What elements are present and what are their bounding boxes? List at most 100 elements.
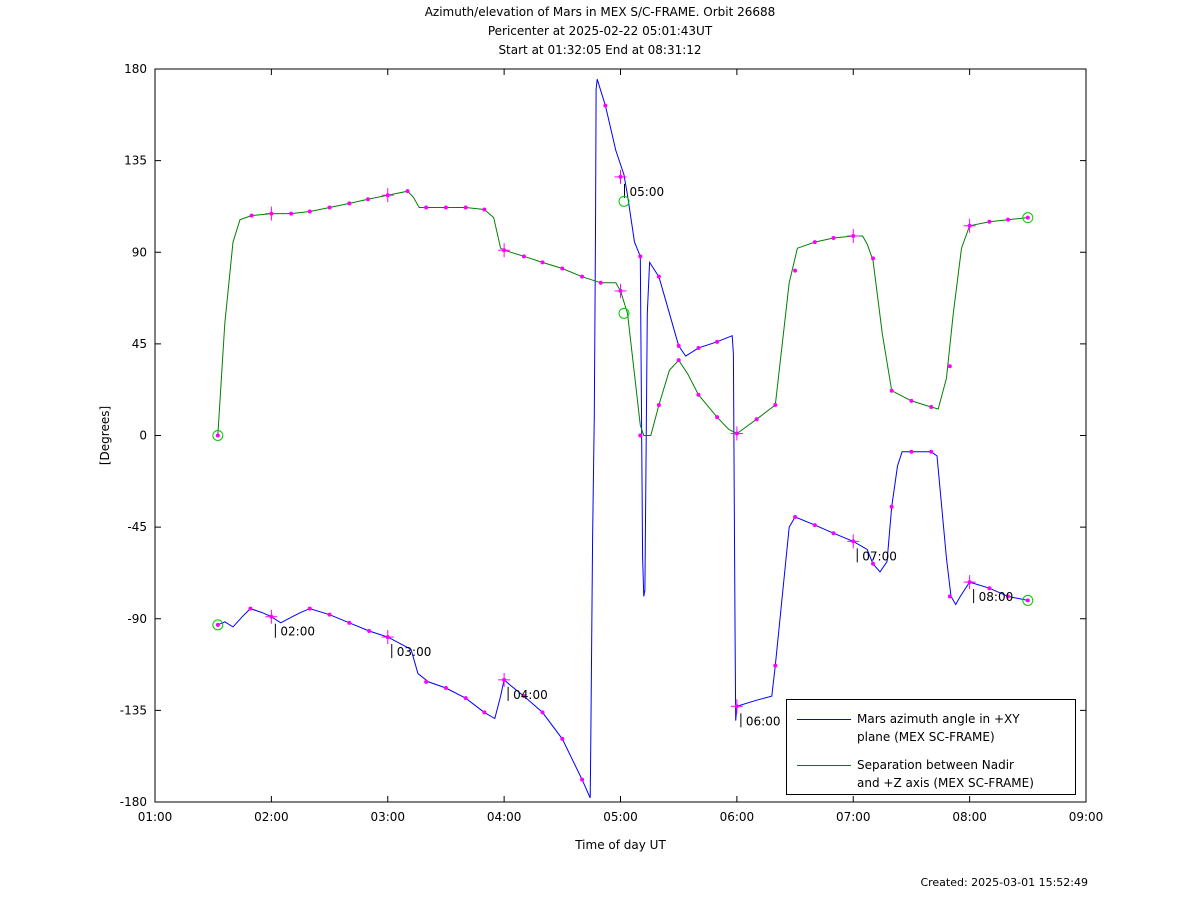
data-point: [215, 433, 220, 438]
marker-layer: [212, 103, 1034, 782]
data-point: [598, 280, 603, 285]
data-point: [327, 205, 332, 210]
data-point: [248, 606, 253, 611]
data-point: [909, 398, 914, 403]
y-tick-label: -180: [120, 795, 147, 809]
data-point: [327, 612, 332, 617]
y-tick-label: -45: [127, 520, 147, 534]
data-point: [443, 685, 448, 690]
y-tick-label: 45: [132, 337, 147, 351]
data-point: [773, 663, 778, 668]
pericenter-marker: [618, 307, 630, 319]
x-tick-label: 04:00: [487, 810, 522, 824]
hour-label: 02:00: [280, 625, 315, 639]
created-timestamp: Created: 2025-03-01 15:52:49: [920, 876, 1088, 889]
legend-swatch-separation: [797, 765, 851, 766]
y-tick-label: -135: [120, 703, 147, 717]
data-point: [540, 260, 545, 265]
x-tick-label: 01:00: [138, 810, 173, 824]
series-line-azimuth: [217, 79, 1028, 799]
series-layer: [217, 79, 1028, 799]
hour-label: 03:00: [397, 645, 432, 659]
data-point: [715, 339, 720, 344]
annotation-layer: 02:00 03:00 04:00 05:00 06:00 07:00 08:00: [265, 169, 1013, 728]
data-point: [656, 274, 661, 279]
data-point: [307, 606, 312, 611]
x-tick-label: 08:00: [952, 810, 987, 824]
data-point: [871, 256, 876, 261]
legend-label-azimuth-line1: Mars azimuth angle in +XY: [857, 712, 1020, 726]
data-point: [715, 415, 720, 420]
data-point: [307, 209, 312, 214]
data-point: [831, 235, 836, 240]
data-point: [676, 343, 681, 348]
endpoint-marker: [1022, 594, 1034, 606]
y-tick-label: 135: [124, 154, 147, 168]
data-point: [793, 514, 798, 519]
data-point: [987, 219, 992, 224]
data-point: [1025, 215, 1030, 220]
data-point: [947, 364, 952, 369]
data-point: [812, 523, 817, 528]
data-point: [367, 628, 372, 633]
chart-title-line3: Start at 01:32:05 End at 08:31:12: [498, 43, 702, 57]
data-point: [947, 594, 952, 599]
legend-label-separation-line2: and +Z axis (MEX SC-FRAME): [857, 776, 1034, 790]
x-axis-label: Time of day UT: [574, 838, 666, 852]
legend-item-azimuth: Mars azimuth angle in +XY plane (MEX SC-…: [787, 702, 1077, 746]
y-tick-label: 0: [139, 429, 147, 443]
axis-ticks: 01:00 02:00 03:00 04:00 05:00 06:00 07:00 08:00…: [120, 62, 1104, 824]
data-point: [889, 388, 894, 393]
series-line-separation: [217, 190, 1028, 436]
data-point: [580, 274, 585, 279]
data-point: [987, 586, 992, 591]
chart-title-line1: Azimuth/elevation of Mars in MEX S/C-FRA…: [424, 5, 776, 19]
legend-label-separation-line1: Separation between Nadir: [857, 758, 1014, 772]
endpoint-marker: [212, 430, 224, 441]
data-point: [521, 694, 526, 699]
data-point: [696, 392, 701, 397]
data-point: [443, 205, 448, 210]
data-point: [482, 710, 487, 715]
legend-swatch-azimuth: [797, 719, 851, 720]
pericenter-marker: [618, 195, 630, 207]
data-point: [482, 207, 487, 212]
hour-label: 05:00: [630, 185, 665, 199]
legend: Mars azimuth angle in +XY plane (MEX SC-…: [786, 699, 1076, 795]
x-tick-label: 03:00: [370, 810, 405, 824]
data-point: [1006, 217, 1011, 222]
y-tick-label: 90: [132, 245, 147, 259]
data-point: [696, 345, 701, 350]
data-point: [289, 211, 294, 216]
data-point: [463, 205, 468, 210]
y-tick-label: 180: [124, 62, 147, 76]
data-point: [676, 358, 681, 363]
data-point: [793, 268, 798, 273]
legend-label-azimuth-line2: plane (MEX SC-FRAME): [857, 730, 995, 744]
hour-label: 06:00: [746, 714, 781, 728]
legend-item-separation: Separation between Nadir and +Z axis (ME…: [787, 748, 1077, 792]
data-point: [249, 213, 254, 218]
data-point: [540, 710, 545, 715]
y-axis-label: [Degrees]: [98, 406, 112, 465]
data-point: [424, 679, 429, 684]
data-point: [347, 620, 352, 625]
data-point: [638, 433, 643, 438]
data-point: [773, 402, 778, 407]
data-point: [560, 266, 565, 271]
hour-label: 07:00: [862, 549, 897, 563]
data-point: [580, 777, 585, 782]
x-tick-label: 02:00: [254, 810, 289, 824]
data-point: [871, 561, 876, 566]
endpoint-marker: [212, 619, 224, 631]
data-point: [889, 504, 894, 509]
endpoint-marker: [1022, 212, 1034, 224]
data-point: [812, 240, 817, 245]
data-point: [638, 254, 643, 259]
chart-title-line2: Pericenter at 2025-02-22 05:01:43UT: [487, 24, 713, 38]
x-tick-label: 09:00: [1069, 810, 1104, 824]
x-tick-label: 07:00: [836, 810, 871, 824]
data-point: [1025, 598, 1030, 603]
hour-label: 04:00: [513, 688, 548, 702]
